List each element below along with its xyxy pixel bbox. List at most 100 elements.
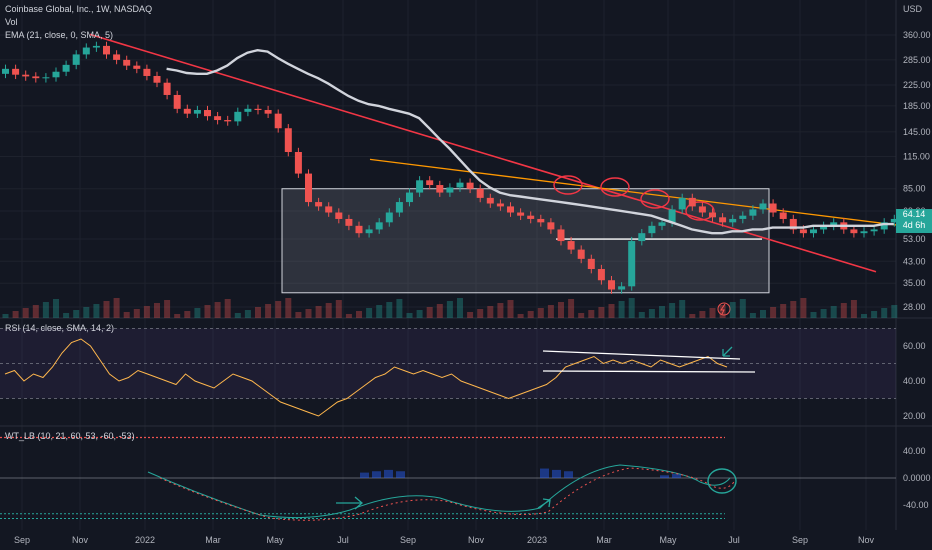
- volume-bar: [164, 300, 171, 318]
- rsi-line: [4, 338, 728, 417]
- drawings-layer[interactable]: [89, 33, 932, 316]
- volume-bar: [800, 298, 807, 318]
- candle-body: [850, 229, 858, 234]
- volume-label[interactable]: Vol: [5, 17, 18, 27]
- candle-body: [325, 206, 333, 213]
- candle-body: [658, 222, 666, 226]
- volume-bar: [618, 301, 625, 318]
- time-tick-label: May: [659, 535, 677, 545]
- volume-bar: [467, 312, 474, 318]
- axes: 360.00 285.00 225.00 185.00 145.00 115.00 85.0…: [14, 30, 931, 545]
- volume-bar: [12, 311, 19, 318]
- time-tick-label: Nov: [468, 535, 485, 545]
- candle-body: [557, 229, 565, 242]
- time-tick-label: 2022: [135, 535, 155, 545]
- range-box: [281, 188, 770, 294]
- candle-body: [527, 215, 535, 219]
- volume-bar: [73, 310, 80, 318]
- candle-body: [638, 233, 646, 242]
- volume-bar: [517, 314, 524, 318]
- candle-body: [234, 111, 242, 122]
- wt-histogram-bar: [552, 469, 561, 478]
- candle-body: [446, 187, 454, 193]
- ema-path: [166, 48, 894, 235]
- candle-body: [830, 222, 838, 226]
- candle-body: [608, 280, 615, 290]
- volume-bar: [638, 312, 645, 318]
- time-tick-label: Sep: [792, 535, 808, 545]
- volume-bar: [305, 309, 312, 318]
- symbol-title[interactable]: Coinbase Global, Inc., 1W, NASDAQ: [5, 4, 153, 14]
- volume-bar: [457, 298, 463, 318]
- price-tick-label: 28.00: [903, 302, 926, 312]
- candle-body: [133, 65, 141, 69]
- candle-body: [214, 116, 222, 121]
- volume-bar: [133, 309, 140, 318]
- candle-body: [486, 197, 494, 204]
- ema-label[interactable]: EMA (21, close, 0, SMA, 5): [5, 30, 114, 40]
- candle-body: [62, 64, 70, 72]
- volume-bar: [224, 299, 231, 318]
- ema-line: [166, 48, 894, 235]
- volume-bar: [871, 311, 878, 318]
- candle-body: [496, 203, 504, 207]
- volume-bar: [154, 303, 160, 318]
- volume-bar: [891, 305, 898, 318]
- price-tick-label: 35.00: [903, 278, 926, 288]
- candle-body: [163, 82, 171, 95]
- candle-body: [345, 218, 353, 226]
- candle-body: [870, 229, 878, 232]
- volume-bar: [345, 314, 352, 318]
- wt-tick-label: -40.00: [903, 500, 929, 510]
- volume-bar: [719, 305, 726, 318]
- volume-bar: [850, 300, 857, 318]
- candle-body: [183, 108, 191, 114]
- volume-bar: [709, 308, 716, 318]
- volume-bar: [335, 300, 342, 318]
- candle-body: [587, 258, 595, 270]
- volume-bar: [396, 299, 403, 318]
- descending-trendline: [89, 33, 877, 273]
- candle-body: [22, 74, 30, 77]
- candle-body: [2, 68, 9, 74]
- volume-bar: [265, 304, 272, 318]
- price-tick-label: 225.00: [903, 80, 931, 90]
- candle-body: [32, 76, 40, 79]
- volume-bar: [113, 298, 120, 318]
- candle-body: [749, 209, 757, 216]
- candle-body: [709, 212, 716, 218]
- candle-body: [335, 212, 343, 219]
- candle-body: [426, 180, 434, 186]
- rsi-trendline-upper: [542, 350, 741, 360]
- volume-bar: [558, 302, 564, 318]
- candle-body: [547, 222, 555, 230]
- candle-body: [153, 75, 161, 83]
- volume-bar: [416, 310, 423, 318]
- volume-bar: [376, 305, 383, 318]
- wt-histogram-bar: [372, 471, 381, 478]
- arrow-annotation: [722, 346, 733, 357]
- time-tick-label: Sep: [400, 535, 416, 545]
- candle-body: [42, 77, 50, 79]
- wt-label[interactable]: WT_LB (10, 21, 60, 53, -60, -53): [5, 431, 135, 441]
- candle-body: [517, 212, 525, 216]
- top-circle: [640, 189, 670, 209]
- candle-body: [890, 218, 898, 223]
- candle-body: [698, 206, 706, 213]
- candle-body: [193, 110, 201, 114]
- candle-body: [264, 110, 272, 114]
- volume-bar: [578, 313, 585, 318]
- volume-bar: [810, 312, 817, 318]
- rsi-label[interactable]: RSI (14, close, SMA, 14, 2): [5, 323, 115, 333]
- volume-bar: [780, 304, 787, 318]
- volume-bar: [406, 313, 413, 318]
- price-tick-label: 145.00: [903, 127, 931, 137]
- volume-bar: [749, 313, 756, 318]
- candle-body: [668, 209, 676, 223]
- candle-body: [375, 222, 383, 230]
- wt2-line: [159, 467, 735, 521]
- candle-body: [739, 215, 747, 219]
- arrow-annotation: [336, 496, 363, 510]
- top-circle: [685, 201, 715, 221]
